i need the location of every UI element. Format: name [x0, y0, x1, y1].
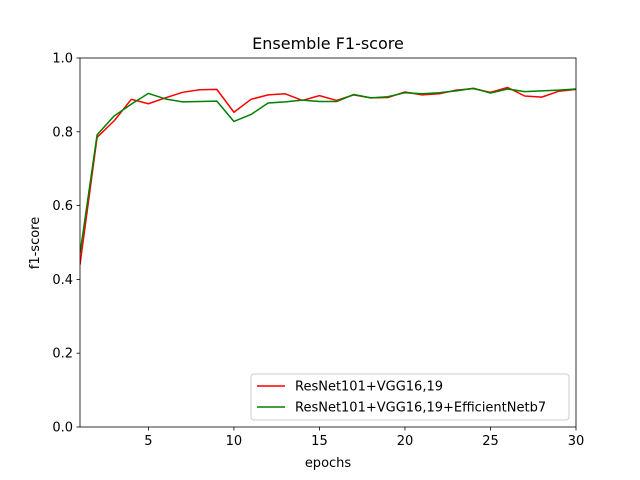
legend-label-1: ResNet101+VGG16,19+EfficientNetb7	[295, 401, 546, 416]
x-tick-label: 30	[568, 434, 585, 449]
y-axis-ticks: 0.0 0.2 0.4 0.6 0.8 1.0	[52, 52, 80, 436]
series-line-1	[80, 87, 576, 254]
y-tick-label: 1.0	[52, 52, 73, 67]
legend: ResNet101+VGG16,19 ResNet101+VGG16,19+Eff…	[250, 373, 570, 421]
x-tick-label: 15	[311, 434, 328, 449]
axes-frame	[79, 57, 577, 428]
legend-box	[250, 373, 570, 421]
x-tick-label: 5	[144, 434, 152, 449]
y-tick-label: 0.0	[52, 421, 73, 436]
legend-label-0: ResNet101+VGG16,19	[295, 380, 443, 395]
plot-area	[79, 57, 577, 428]
y-tick-label: 0.2	[52, 347, 73, 362]
y-tick-label: 0.6	[52, 199, 73, 214]
y-axis-label: f1-score	[28, 217, 43, 269]
x-axis-label: epochs	[305, 456, 352, 471]
y-tick-label: 0.8	[52, 125, 73, 140]
x-tick-label: 25	[482, 434, 499, 449]
chart-title: Ensemble F1-score	[252, 34, 404, 53]
x-tick-label: 20	[397, 434, 414, 449]
series-line-0	[80, 86, 576, 265]
y-tick-label: 0.4	[52, 273, 73, 288]
x-axis-ticks: 5 10 15 20 25 30	[144, 427, 584, 449]
x-tick-label: 10	[226, 434, 243, 449]
